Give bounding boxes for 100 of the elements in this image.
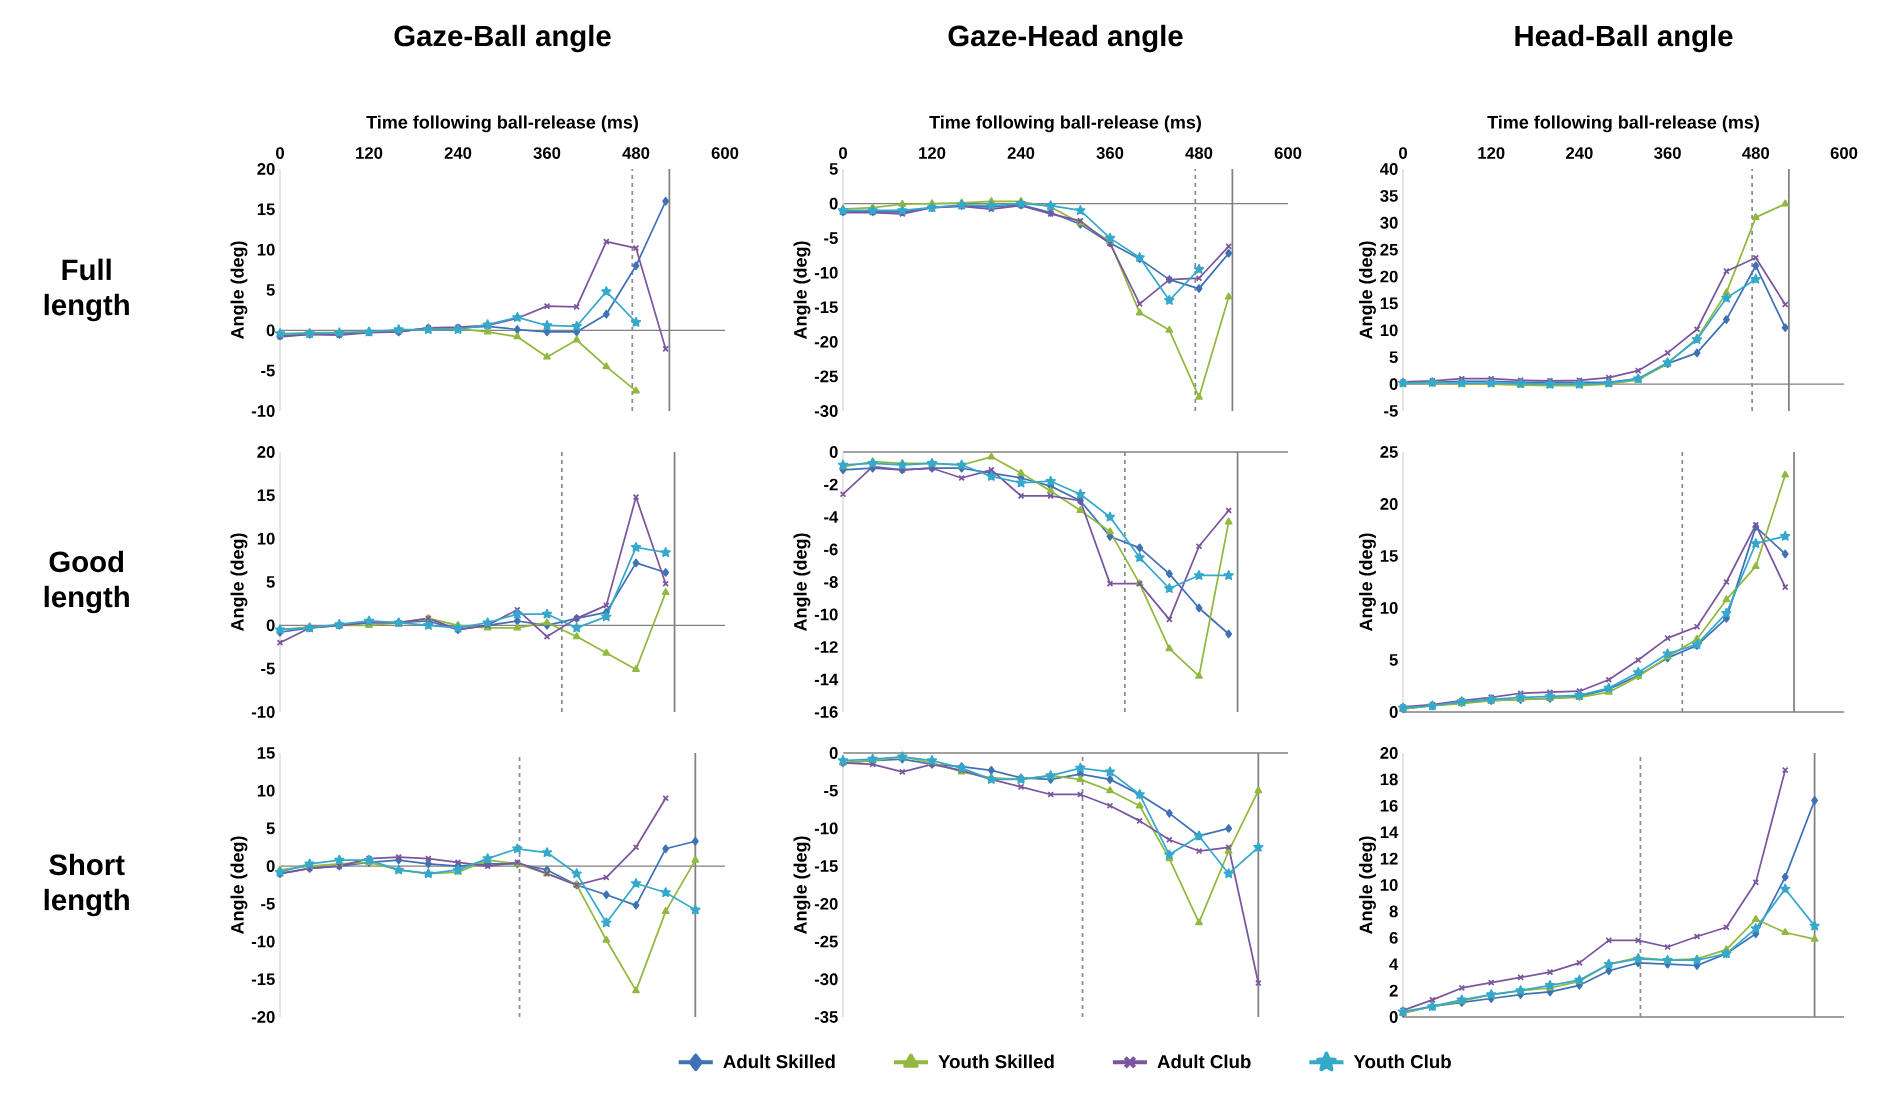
y-tick-label: -15 — [251, 973, 275, 986]
y-tick-label: 0 — [1389, 1011, 1398, 1023]
y-tick-label: 40 — [1380, 163, 1398, 175]
y-axis-title: Angle (deg) — [230, 836, 248, 935]
y-tick-label: 5 — [1389, 654, 1398, 666]
x-axis-title: Time following ball-release (ms) — [929, 115, 1201, 133]
y-axis-title: Angle (deg) — [793, 836, 811, 935]
y-tick-label: 5 — [266, 576, 275, 588]
y-tick-label: 16 — [1380, 799, 1398, 812]
y-tick-label: 0 — [1389, 706, 1398, 718]
y-tick-label: -4 — [824, 511, 839, 523]
y-tick-label: 0 — [829, 747, 838, 759]
y-axis-title: Angle (deg) — [230, 533, 248, 632]
x-tick-label: 600 — [711, 147, 739, 159]
y-tick-label: -12 — [814, 641, 838, 653]
y-tick-label: -25 — [814, 370, 838, 383]
y-tick-label: -10 — [814, 266, 838, 279]
x-tick-label: 360 — [533, 147, 561, 159]
y-tick-label: -5 — [261, 364, 275, 377]
y-tick-label: -16 — [814, 706, 838, 718]
y-tick-label: -6 — [824, 543, 838, 556]
y-tick-label: 10 — [257, 243, 275, 256]
y-axis-title: Angle (deg) — [793, 241, 811, 340]
y-tick-label: -5 — [824, 232, 838, 244]
y-tick-label: -20 — [251, 1011, 275, 1023]
x-tick-label: 480 — [1742, 147, 1770, 159]
y-tick-label: -10 — [814, 822, 838, 835]
x-tick-label: 0 — [1399, 147, 1407, 159]
y-tick-label: 20 — [1380, 747, 1398, 759]
y-tick-label: 10 — [1380, 879, 1398, 891]
y-tick-label: -10 — [814, 608, 838, 621]
x-tick-label: 120 — [356, 147, 383, 159]
y-tick-label: 15 — [1380, 297, 1398, 310]
y-tick-label: -10 — [251, 935, 275, 948]
y-tick-label: 5 — [266, 822, 275, 835]
y-tick-label: 0 — [829, 197, 838, 210]
y-tick-label: 15 — [1380, 550, 1398, 562]
x-tick-label: 360 — [1654, 147, 1681, 159]
y-tick-label: 10 — [257, 532, 275, 545]
y-tick-label: 0 — [266, 860, 275, 873]
x-tick-label: 480 — [622, 147, 650, 159]
y-tick-label: 35 — [1380, 189, 1398, 202]
y-tick-label: 25 — [1380, 446, 1398, 458]
y-tick-label: 30 — [1380, 216, 1398, 229]
x-tick-label: 600 — [1274, 147, 1302, 159]
y-axis-title: Angle (deg) — [230, 241, 248, 340]
y-axis-title: Angle (deg) — [1359, 836, 1376, 935]
y-tick-label: -30 — [814, 973, 838, 986]
y-tick-label: 15 — [257, 489, 275, 502]
y-tick-label: -14 — [814, 673, 839, 686]
y-tick-label: -5 — [261, 898, 275, 910]
y-tick-label: 20 — [1380, 270, 1398, 283]
y-tick-label: 10 — [1380, 324, 1398, 337]
y-tick-label: 10 — [1380, 602, 1398, 614]
x-tick-label: 480 — [1185, 147, 1213, 159]
y-tick-label: -10 — [251, 706, 275, 718]
x-tick-label: 360 — [1096, 147, 1124, 159]
y-tick-label: -30 — [814, 405, 838, 417]
y-tick-label: -25 — [814, 935, 838, 948]
y-tick-label: 0 — [1389, 378, 1398, 390]
y-tick-label: -8 — [824, 576, 838, 588]
legend-label: Adult Skilled — [723, 1054, 835, 1069]
y-tick-label: -2 — [824, 478, 838, 491]
chart-title: Head-Ball angle — [1515, 24, 1733, 53]
y-tick-label: 18 — [1380, 773, 1398, 786]
x-tick-label: 0 — [839, 147, 847, 159]
text: Full length — [44, 258, 129, 322]
x-tick-label: 120 — [919, 147, 946, 159]
y-tick-label: 10 — [257, 784, 275, 797]
y-tick-label: -5 — [824, 784, 838, 797]
y-tick-label: -5 — [261, 662, 275, 675]
y-tick-label: 4 — [1389, 958, 1399, 970]
y-tick-label: 8 — [1389, 905, 1398, 918]
text: Short length — [44, 853, 129, 917]
y-tick-label: 12 — [1380, 852, 1398, 865]
chart-title: Gaze-Ball angle — [394, 24, 611, 53]
y-tick-label: 20 — [1380, 498, 1398, 510]
y-tick-label: -20 — [814, 335, 838, 348]
text: Good length — [44, 550, 129, 614]
y-tick-label: 15 — [257, 747, 275, 759]
y-tick-label: -35 — [814, 1011, 838, 1023]
chart-title: Gaze-Head angle — [948, 24, 1183, 53]
y-tick-label: 20 — [257, 163, 275, 175]
y-tick-label: -15 — [814, 301, 838, 314]
y-tick-label: 20 — [257, 446, 275, 458]
y-tick-label: 0 — [829, 446, 838, 458]
y-tick-label: 25 — [1380, 243, 1398, 256]
y-tick-label: 0 — [266, 324, 275, 337]
x-tick-label: 0 — [276, 147, 284, 159]
x-tick-label: 120 — [1478, 147, 1505, 159]
y-tick-label: -5 — [1384, 405, 1398, 417]
y-tick-label: 5 — [829, 163, 838, 175]
y-axis-title: Angle (deg) — [1359, 533, 1376, 632]
y-tick-label: -15 — [814, 860, 838, 872]
y-tick-label: 5 — [266, 284, 275, 296]
legend-label: Adult Club — [1157, 1054, 1251, 1069]
x-axis-title: Time following ball-release (ms) — [1487, 115, 1759, 133]
y-tick-label: 0 — [266, 619, 275, 632]
y-tick-label: 15 — [257, 203, 275, 216]
y-tick-label: 14 — [1380, 826, 1399, 838]
